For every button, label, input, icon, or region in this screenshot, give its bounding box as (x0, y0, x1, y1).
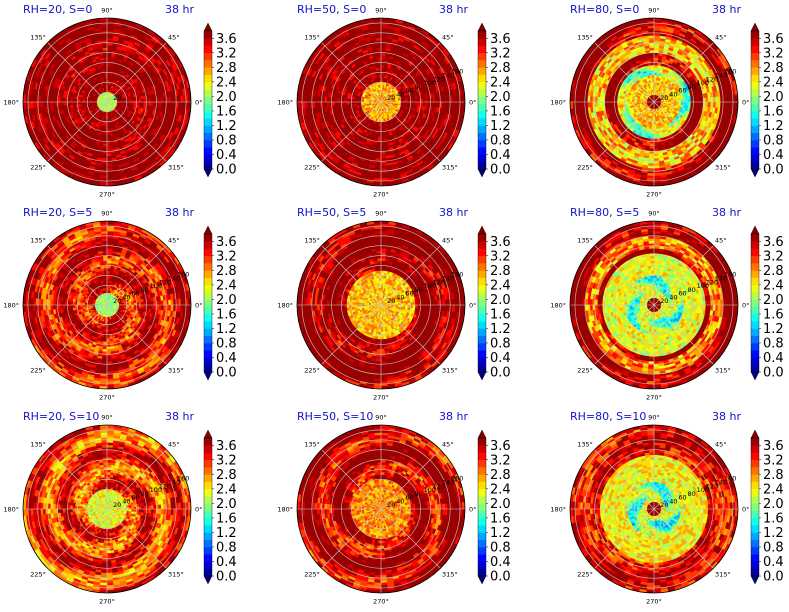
panel-time-label: 38 hr (165, 3, 194, 16)
colorbar: 0.00.40.81.21.62.02.42.83.23.6 (203, 22, 237, 178)
heat-cell (187, 101, 191, 110)
colorbar-tick-label: 0.8 (216, 133, 237, 148)
angle-tick-label: 0° (195, 99, 202, 107)
angle-tick-label: 315° (168, 164, 184, 172)
angular-gridline (106, 42, 167, 103)
radial-tick-label: 80 (415, 83, 423, 91)
colorbar-band (204, 103, 212, 112)
angular-gridline (47, 42, 108, 103)
colorbar-band (204, 31, 212, 39)
colorbar-tick-label: 3.2 (216, 46, 237, 61)
heat-cell (402, 101, 407, 105)
colorbar-band (204, 38, 212, 46)
colorbar-extend-min (203, 168, 213, 178)
colorbar-tick-label: 0.4 (216, 148, 237, 163)
angle-tick-label: 45° (442, 33, 454, 41)
colorbar-band (204, 60, 212, 68)
angle-tick-label: 90° (101, 7, 113, 15)
colorbar-band (204, 125, 212, 133)
heat-cell (106, 76, 110, 81)
heat-cell (355, 99, 360, 103)
polar-panel: 20 40 60 80 10012014016090°45°0°315°270°225°… (277, 3, 510, 199)
heat-cell (23, 94, 27, 103)
angle-tick-label: 90° (375, 7, 387, 15)
angle-tick-label: 135° (30, 33, 46, 41)
radial-tick-label: 20 (387, 94, 395, 102)
panel-title: RH=20, S=0 (23, 3, 92, 16)
angle-tick-label: 270° (99, 191, 115, 199)
colorbar-tick-label: 2.4 (216, 75, 237, 90)
colorbar-band (204, 96, 212, 104)
colorbar-outline (203, 30, 213, 170)
heat-cell (106, 18, 115, 22)
colorbar-tick-label: 2.0 (216, 90, 237, 105)
angle-tick-label: 0° (469, 99, 476, 107)
angle-tick-label: 225° (30, 164, 46, 172)
colorbar-tick-label: 2.8 (216, 61, 237, 76)
colorbar-band (204, 147, 212, 155)
angular-gridline (106, 101, 167, 162)
radial-tick-label: 160 (451, 68, 463, 76)
polar-frame (22, 17, 192, 187)
heat-cell (104, 123, 108, 128)
heat-cell (380, 76, 384, 81)
angle-tick-label: 180° (3, 99, 19, 107)
radial-tick-label: 40 (396, 90, 404, 98)
heat-cell (128, 101, 133, 105)
colorbar-band (204, 52, 212, 61)
heat-cell (99, 182, 108, 186)
angular-gridline (47, 101, 108, 162)
colorbar-tick-label: 0.0 (216, 163, 237, 178)
colorbar-band (204, 81, 212, 90)
colorbar-band (204, 154, 212, 163)
colorbar-band (204, 110, 212, 119)
colorbar-tick-label: 1.6 (216, 104, 237, 119)
colorbar-extend-max (203, 22, 213, 32)
colorbar-band (204, 89, 212, 97)
colorbar-band (204, 74, 212, 83)
colorbar-band (204, 67, 212, 75)
colorbar-band (204, 161, 212, 170)
radial-tick-label: 20 (113, 94, 121, 102)
colorbar-band (204, 139, 212, 148)
colorbar-band (204, 132, 212, 141)
heat-cell (81, 99, 86, 103)
colorbar-band (204, 118, 212, 126)
radial-tick-label: 60 (405, 87, 413, 95)
colorbar-band (204, 45, 212, 54)
colorbar-tick-label: 1.2 (216, 119, 237, 134)
colorbar-tick-label: 3.6 (216, 32, 237, 47)
heat-cell (378, 123, 382, 128)
angle-tick-label: 45° (168, 33, 180, 41)
polar-panel: 20 90° 45° 0° 315° 270° 225° 180° 135° RH=20, S=0… (3, 3, 236, 199)
